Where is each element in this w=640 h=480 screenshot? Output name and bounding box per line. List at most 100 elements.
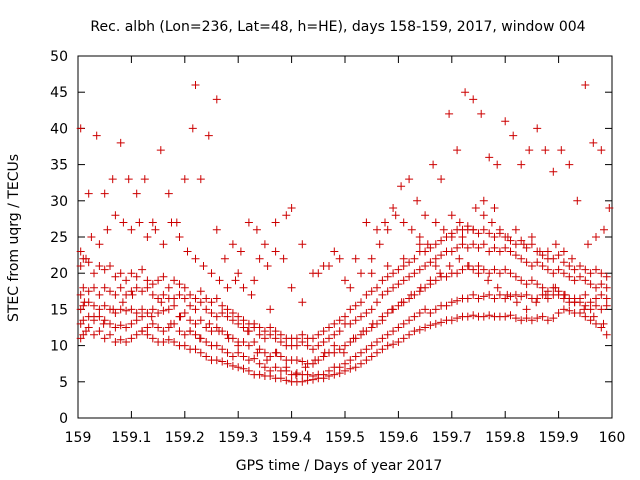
y-tick-label: 40: [50, 121, 68, 137]
data-point: [95, 262, 104, 270]
data-point: [357, 298, 365, 307]
data-point: [511, 290, 520, 299]
data-point: [426, 258, 435, 267]
data-point: [405, 175, 414, 184]
data-point: [180, 341, 189, 350]
data-point: [357, 348, 365, 357]
data-point: [90, 301, 98, 310]
data-point: [202, 323, 211, 332]
data-point: [186, 290, 195, 299]
data-point: [311, 356, 320, 365]
data-point: [394, 338, 403, 346]
data-point: [541, 146, 550, 155]
data-point: [469, 311, 478, 320]
data-point: [367, 254, 376, 263]
data-point: [100, 301, 109, 310]
data-point: [581, 276, 590, 285]
data-point: [76, 124, 85, 133]
data-point: [474, 229, 483, 238]
data-point: [335, 327, 344, 336]
data-point: [224, 334, 233, 343]
data-point: [292, 356, 301, 365]
data-point: [87, 233, 96, 241]
data-point: [325, 366, 333, 375]
data-point: [373, 348, 381, 357]
data-point: [276, 352, 285, 361]
data-point: [485, 247, 494, 256]
data-point: [148, 290, 157, 299]
data-point: [247, 290, 256, 299]
data-point: [164, 283, 173, 292]
data-point: [592, 319, 600, 328]
data-point: [143, 276, 152, 285]
data-point: [378, 290, 387, 299]
data-point: [517, 316, 526, 325]
data-point: [234, 341, 243, 350]
data-point: [421, 247, 430, 256]
data-point: [559, 305, 568, 314]
data-point: [111, 309, 120, 317]
data-point: [266, 305, 275, 314]
data-point: [207, 309, 216, 317]
data-point: [319, 327, 328, 336]
data-point: [368, 319, 377, 328]
data-point: [426, 321, 435, 330]
data-point: [252, 225, 261, 234]
data-point: [493, 283, 502, 292]
data-point: [79, 316, 88, 325]
data-point: [602, 301, 611, 310]
data-point: [175, 280, 184, 289]
data-point: [186, 316, 195, 325]
data-point: [394, 301, 403, 310]
data-point: [118, 298, 127, 307]
data-point: [228, 361, 237, 370]
data-point: [602, 272, 611, 281]
data-point: [282, 211, 291, 220]
data-point: [255, 345, 264, 354]
data-point: [191, 294, 200, 303]
data-point: [565, 160, 574, 169]
data-point: [357, 312, 365, 321]
data-point: [298, 377, 307, 386]
data-point: [260, 240, 269, 249]
data-point: [559, 269, 568, 278]
data-point: [522, 305, 531, 314]
data-point: [407, 290, 416, 299]
data-point: [389, 340, 398, 349]
data-point: [605, 204, 614, 212]
x-tick-label: 159.3: [218, 430, 258, 446]
data-point: [405, 330, 414, 339]
data-point: [164, 335, 173, 344]
data-point: [576, 294, 584, 303]
data-point: [111, 211, 120, 220]
data-point: [423, 240, 432, 249]
data-point: [597, 146, 606, 155]
data-point: [90, 330, 98, 339]
data-point: [538, 283, 547, 292]
data-point: [119, 218, 128, 227]
data-point: [357, 330, 365, 339]
data-point: [517, 254, 526, 263]
data-point: [330, 348, 339, 357]
data-point: [202, 352, 211, 361]
data-point: [437, 251, 446, 260]
data-point: [479, 196, 488, 205]
data-point: [138, 312, 147, 321]
data-point: [415, 325, 424, 334]
data-point: [394, 265, 403, 274]
data-point: [180, 283, 189, 292]
data-point: [330, 370, 339, 379]
data-point: [234, 363, 243, 372]
data-point: [250, 354, 259, 363]
data-point: [250, 276, 259, 285]
data-point: [212, 323, 221, 332]
data-point: [436, 269, 445, 278]
data-point: [170, 294, 179, 303]
data-point: [335, 345, 344, 354]
data-point: [469, 240, 478, 249]
data-point: [282, 376, 291, 385]
data-point: [527, 233, 536, 241]
data-point: [175, 290, 184, 299]
data-point: [298, 330, 307, 339]
data-point: [394, 323, 403, 332]
